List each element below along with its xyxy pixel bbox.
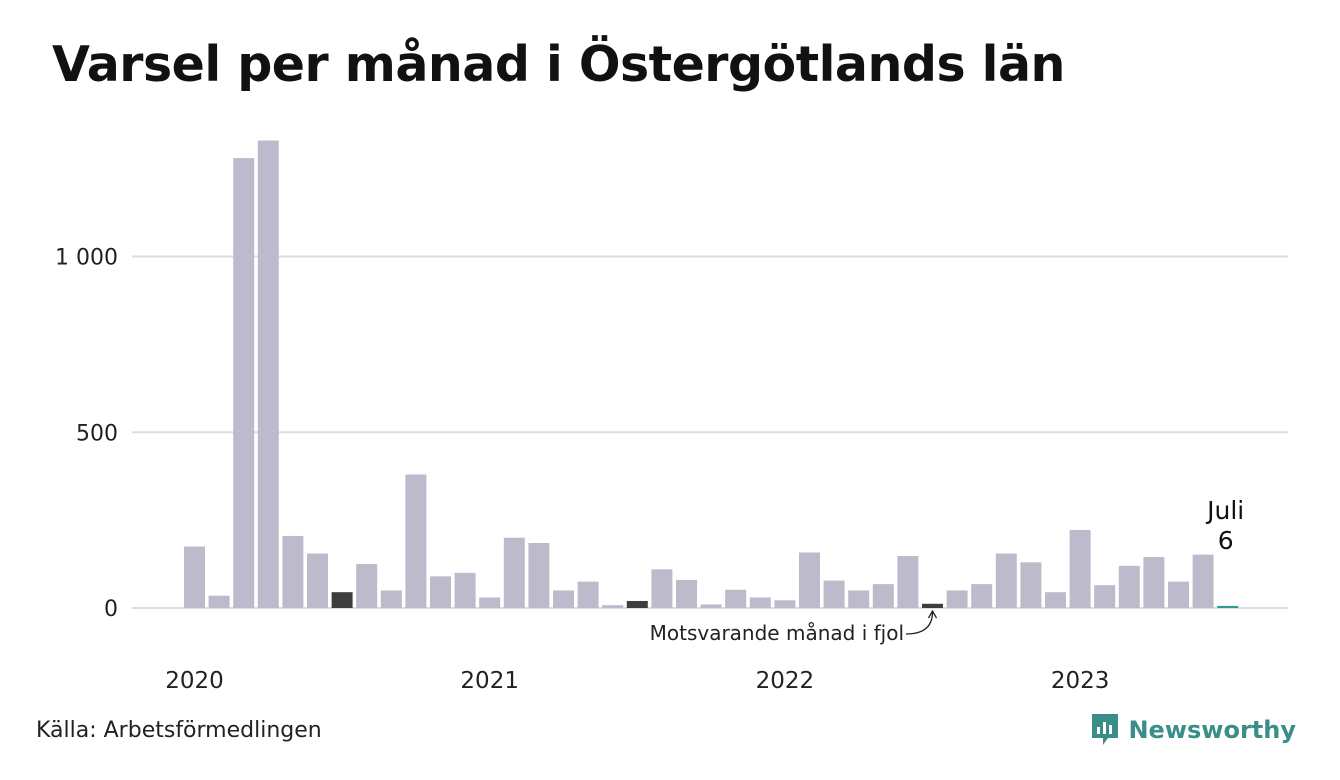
newsworthy-logo-icon — [1092, 714, 1119, 745]
bar — [848, 590, 870, 608]
x-axis-year-labels: 2020 2021 2022 2023 — [165, 668, 1109, 694]
bar — [1192, 554, 1214, 608]
bar — [774, 600, 796, 608]
x-year-label: 2022 — [756, 668, 815, 694]
annotation-text: Motsvarande månad i fjol — [650, 621, 904, 645]
bar — [577, 581, 599, 608]
bar — [454, 572, 476, 608]
chart-title: Varsel per månad i Östergötlands län — [52, 36, 1065, 93]
brand-logo: Newsworthy — [1090, 712, 1296, 748]
bar — [528, 542, 550, 608]
bar-current-month — [1217, 605, 1239, 608]
bar — [749, 597, 771, 608]
bar — [307, 553, 328, 608]
bars — [184, 140, 1239, 609]
x-year-label: 2021 — [460, 668, 519, 694]
bar — [651, 569, 673, 608]
bar-same-month-last-year — [626, 600, 648, 608]
bar — [380, 590, 402, 608]
bar — [1118, 565, 1140, 608]
annotation-arrowhead — [927, 609, 938, 619]
bar — [257, 140, 279, 608]
bar — [208, 595, 230, 608]
y-tick-label: 0 — [104, 597, 118, 622]
bar — [356, 564, 378, 608]
bar — [233, 158, 255, 609]
bar — [971, 584, 993, 608]
bar — [184, 546, 205, 608]
bar — [430, 576, 451, 608]
bar — [946, 590, 968, 608]
bar — [405, 474, 427, 608]
bar — [479, 597, 501, 608]
y-tick-label: 500 — [76, 421, 118, 446]
bar — [1045, 592, 1066, 608]
bar-same-month-last-year — [331, 592, 353, 608]
bar — [1168, 581, 1189, 608]
bar — [602, 605, 624, 608]
x-year-label: 2023 — [1051, 668, 1110, 694]
bar — [553, 590, 574, 608]
current-month-value: 6 — [1218, 526, 1234, 555]
bar — [823, 580, 845, 608]
bar — [897, 555, 919, 608]
bar-same-month-last-year — [922, 603, 943, 608]
y-axis-ticks: 0 500 1 000 — [55, 246, 118, 622]
bar — [1094, 585, 1116, 608]
bar — [1020, 562, 1042, 608]
bar — [725, 589, 747, 608]
gridlines — [132, 255, 1288, 609]
bar — [872, 584, 894, 608]
y-tick-label: 1 000 — [55, 246, 118, 271]
annotation-arrow — [905, 611, 934, 635]
bar — [676, 579, 697, 608]
bar — [282, 535, 304, 608]
source-note: Källa: Arbetsförmedlingen — [36, 718, 322, 743]
bar — [1069, 529, 1091, 608]
x-year-label: 2020 — [165, 668, 224, 694]
bar — [1143, 557, 1165, 608]
current-month-label: Juli — [1205, 496, 1244, 525]
bar — [700, 604, 722, 608]
bar — [799, 552, 820, 608]
bar — [995, 553, 1017, 608]
bar — [503, 537, 525, 608]
brand-name: Newsworthy — [1128, 716, 1296, 744]
